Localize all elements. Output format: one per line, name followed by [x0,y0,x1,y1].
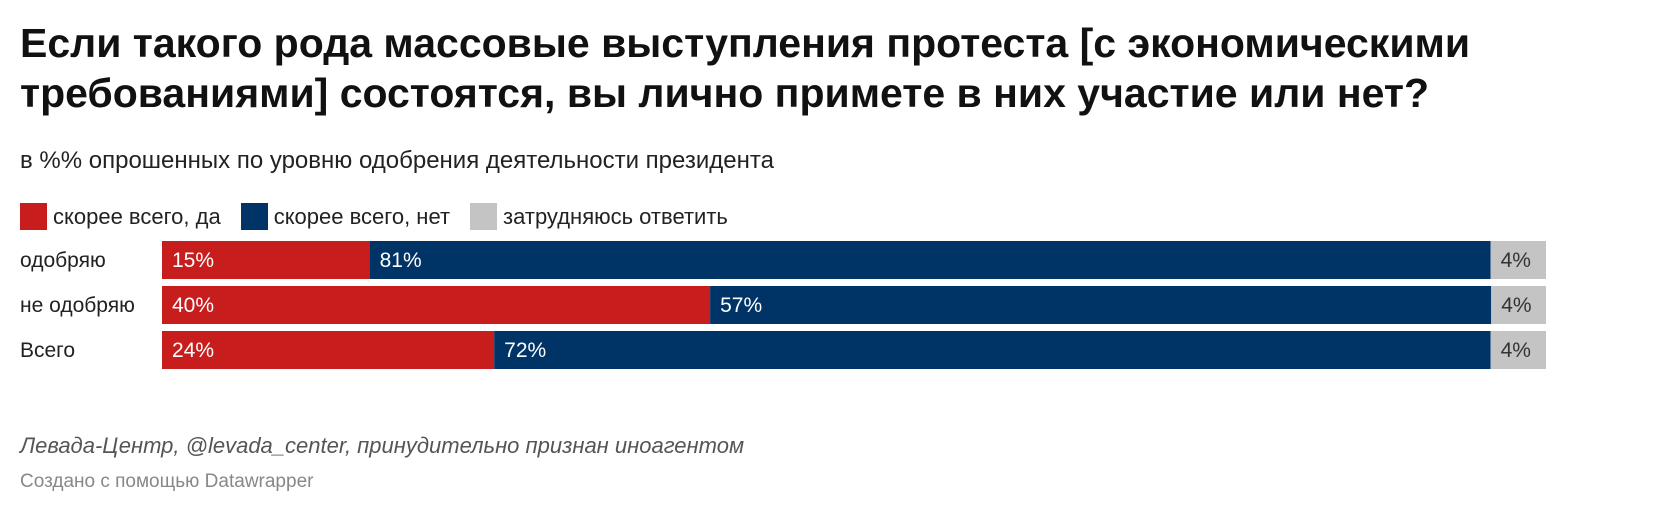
credit-link[interactable]: Создано с помощью Datawrapper [20,471,314,492]
value-label-unsure-2: 4% [1501,339,1531,362]
category-label-2: Всего [20,339,75,362]
value-label-no-2: 72% [504,339,546,362]
bar-yes-0 [162,241,370,279]
bar-no-0 [369,241,1491,279]
legend-swatch-no [240,202,268,230]
category-label-0: одобряю [20,249,106,272]
value-label-no-1: 57% [720,294,762,317]
chart-subtitle: в %% опрошенных по уровню одобрения деят… [20,147,774,174]
bar-yes-2 [162,331,495,369]
bar-no-2 [494,331,1491,369]
value-label-yes-2: 24% [172,339,214,362]
legend-item-yes: скорее всего, да [20,202,221,230]
chart-title: Если такого рода массовые выступления пр… [20,20,1471,116]
category-label-1: не одобряю [20,294,135,317]
legend-item-unsure: затрудняюсь ответить [470,202,728,230]
legend-swatch-unsure [470,202,498,230]
bar-yes-1 [162,286,711,324]
value-label-no-0: 81% [380,249,422,272]
value-label-yes-1: 40% [172,294,214,317]
source-note: Левада-Центр, @levada_center, принудител… [20,433,745,458]
value-label-yes-0: 15% [172,249,214,272]
value-label-unsure-0: 4% [1501,249,1531,272]
bar-unsure-2 [1490,331,1546,369]
legend-swatch-yes [20,202,47,230]
legend-label-yes: скорее всего, да [53,203,221,229]
bar-unsure-1 [1491,286,1546,324]
legend-label-no: скорее всего, нет [273,203,451,229]
bar-unsure-0 [1490,241,1546,279]
value-label-unsure-1: 4% [1501,294,1531,317]
legend-label-unsure: затрудняюсь ответить [503,203,728,229]
bar-no-1 [710,286,1492,324]
legend: скорее всего, да скорее всего, нет затру… [20,201,748,231]
legend-item-no: скорее всего, нет [240,202,451,230]
